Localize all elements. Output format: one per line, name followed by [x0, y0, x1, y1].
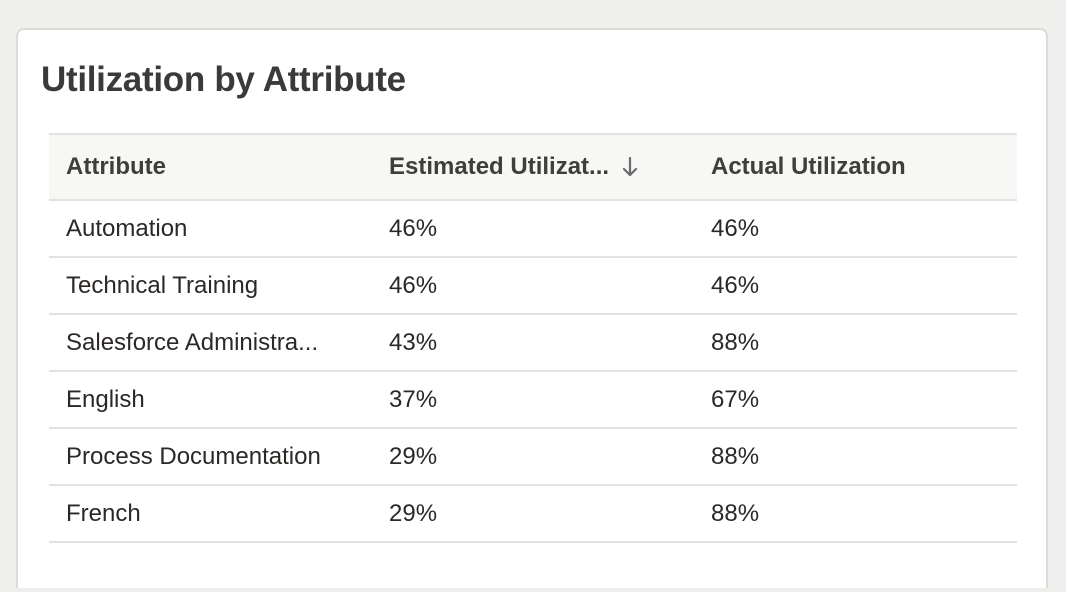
cell-estimated-utilization: 46%	[372, 200, 694, 258]
table-row[interactable]: English 37% 67%	[49, 371, 1017, 429]
utilization-table: Attribute Estimated Utilizat...	[49, 133, 1017, 543]
column-header-label: Actual Utilization	[711, 153, 906, 180]
cell-attribute: French	[49, 485, 372, 543]
cell-estimated-utilization: 29%	[372, 485, 694, 543]
cell-actual-utilization: 67%	[694, 371, 1017, 429]
cell-actual-utilization: 46%	[694, 200, 1017, 258]
table-row[interactable]: Automation 46% 46%	[49, 200, 1017, 258]
cell-attribute: Salesforce Administra...	[49, 314, 372, 372]
utilization-card: Utilization by Attribute Attribute Estim…	[16, 28, 1048, 588]
table-row[interactable]: French 29% 88%	[49, 485, 1017, 543]
cell-actual-utilization: 88%	[694, 314, 1017, 372]
cell-actual-utilization: 88%	[694, 428, 1017, 486]
cell-estimated-utilization: 43%	[372, 314, 694, 372]
column-header-label: Estimated Utilizat...	[389, 153, 610, 180]
table-row[interactable]: Salesforce Administra... 43% 88%	[49, 314, 1017, 372]
cell-attribute: Automation	[49, 200, 372, 258]
table-row[interactable]: Technical Training 46% 46%	[49, 257, 1017, 315]
card-title: Utilization by Attribute	[41, 60, 406, 99]
cell-actual-utilization: 88%	[694, 485, 1017, 543]
column-header-actual-utilization[interactable]: Actual Utilization	[694, 133, 1017, 201]
cell-attribute: English	[49, 371, 372, 429]
cell-attribute: Technical Training	[49, 257, 372, 315]
table-header-row: Attribute Estimated Utilizat...	[49, 133, 1017, 201]
cell-attribute: Process Documentation	[49, 428, 372, 486]
arrow-down-icon[interactable]	[621, 156, 639, 178]
cell-actual-utilization: 46%	[694, 257, 1017, 315]
cell-estimated-utilization: 46%	[372, 257, 694, 315]
table-row[interactable]: Process Documentation 29% 88%	[49, 428, 1017, 486]
column-header-label: Attribute	[66, 153, 166, 180]
cell-estimated-utilization: 37%	[372, 371, 694, 429]
cell-estimated-utilization: 29%	[372, 428, 694, 486]
column-header-attribute[interactable]: Attribute	[49, 133, 372, 201]
column-header-estimated-utilization[interactable]: Estimated Utilizat...	[372, 133, 694, 201]
